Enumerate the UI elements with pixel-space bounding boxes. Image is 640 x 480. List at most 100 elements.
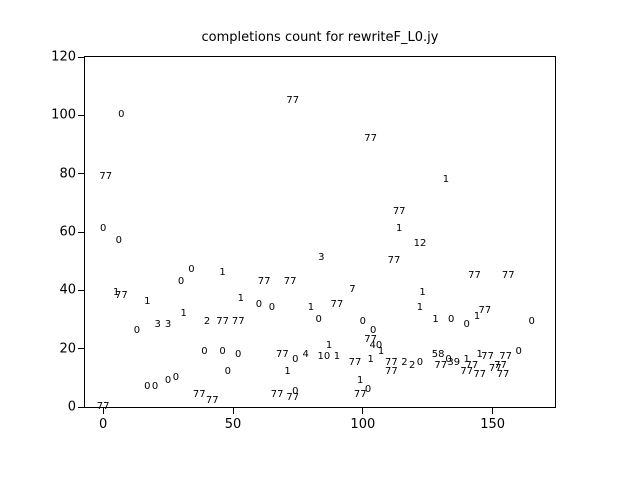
- data-point-label: 77: [270, 389, 284, 401]
- y-tick-label: 0: [67, 399, 76, 415]
- data-point-label: 77: [205, 395, 219, 407]
- data-point-label: 77: [385, 357, 398, 369]
- data-point-label: 2: [408, 360, 416, 372]
- y-tick-mark: [78, 231, 84, 233]
- y-tick-mark: [78, 56, 84, 58]
- data-point-label: 77: [275, 348, 289, 360]
- data-point-label: 77: [473, 368, 487, 380]
- data-point-label: 77: [385, 366, 398, 377]
- data-point-label: 0: [515, 345, 522, 357]
- data-point-label: 7: [349, 284, 356, 296]
- data-point-label: 1: [333, 351, 341, 363]
- y-tick-mark: [78, 348, 84, 350]
- data-point-label: 77: [478, 304, 492, 316]
- data-point-label: 77: [392, 205, 406, 217]
- data-point-label: 77: [468, 269, 481, 281]
- data-point-label: 77: [364, 132, 377, 144]
- y-tick-mark: [78, 173, 84, 175]
- data-point-label: 77: [465, 360, 479, 372]
- data-point-label: 3: [154, 319, 161, 331]
- data-point-label: 77: [481, 351, 494, 363]
- data-point-label: 0: [172, 371, 180, 383]
- data-point-label: 0: [445, 354, 452, 366]
- data-point-label: 0: [99, 223, 107, 235]
- data-point-label: 0: [188, 263, 195, 275]
- data-point-label: 0: [133, 325, 141, 337]
- data-point-label: 0: [219, 345, 226, 357]
- data-point-label: 77: [364, 333, 377, 345]
- data-point-label: 0: [177, 275, 185, 287]
- data-point-label: 0: [115, 234, 122, 246]
- data-point-label: 0: [416, 357, 424, 369]
- data-point-label: 1: [219, 266, 226, 278]
- data-point-label: 0: [292, 386, 299, 398]
- y-tick-mark: [78, 406, 84, 408]
- data-point-label: 10: [317, 351, 331, 363]
- data-point-label: 1: [357, 374, 364, 386]
- data-point-label: 0: [164, 374, 172, 386]
- data-point-label: 0: [370, 325, 377, 337]
- data-point-label: 0: [528, 316, 535, 328]
- y-tick-label: 120: [51, 49, 76, 65]
- data-point-label: 77: [283, 275, 297, 287]
- data-point-label: 1: [180, 307, 187, 319]
- y-tick-label: 100: [51, 107, 76, 123]
- data-point-label: 1: [307, 301, 315, 313]
- data-point-label: 0: [447, 313, 455, 325]
- x-tick-mark: [492, 408, 494, 414]
- data-point-label: 77: [257, 275, 271, 287]
- data-point-label: 1: [237, 293, 244, 305]
- data-point-label: 39: [447, 357, 461, 369]
- data-point-label: 77: [286, 392, 300, 404]
- data-point-label: 4: [302, 348, 309, 360]
- chart-title: completions count for rewriteF_L0.jy: [201, 30, 439, 45]
- data-point-label: 77: [353, 389, 367, 401]
- data-point-label: 77: [434, 360, 448, 372]
- data-point-label: 1: [325, 339, 333, 351]
- data-point-label: 77: [99, 170, 113, 182]
- data-point-label: 1: [442, 173, 450, 185]
- data-point-label: 0: [224, 366, 231, 377]
- data-point-label: 1: [144, 296, 151, 307]
- data-point-label: 0: [235, 348, 242, 360]
- data-point-label: 1: [476, 348, 483, 360]
- data-point-label: 58: [431, 348, 445, 360]
- data-point-label: 1: [432, 313, 439, 325]
- data-point-label: 3: [164, 319, 172, 331]
- data-point-label: 77: [348, 357, 362, 369]
- data-point-label: 2: [401, 357, 408, 369]
- data-point-label: 1: [377, 345, 385, 357]
- data-point-label: 0: [268, 301, 276, 313]
- data-point-label: 77: [494, 360, 507, 372]
- data-point-label: 1: [473, 310, 481, 322]
- data-point-label: 77: [231, 316, 245, 328]
- data-point-label: 0: [151, 380, 159, 392]
- data-point-label: 1: [367, 354, 374, 366]
- x-tick-label: 150: [480, 417, 506, 432]
- x-tick-label: 50: [224, 417, 242, 432]
- data-point-label: 0: [118, 109, 125, 121]
- y-tick-label: 20: [59, 341, 76, 357]
- data-point-label: 1: [416, 301, 424, 313]
- data-point-label: 77: [114, 290, 128, 302]
- x-tick-mark: [102, 408, 104, 414]
- y-tick-mark: [78, 289, 84, 291]
- data-point-label: 0: [201, 345, 208, 357]
- y-tick-label: 40: [59, 282, 76, 298]
- x-tick-label: 100: [350, 417, 376, 432]
- data-point-label: 77: [286, 94, 300, 106]
- data-point-label: 0: [292, 354, 299, 366]
- data-point-label: 77: [488, 363, 502, 375]
- data-point-label: 77: [330, 298, 344, 310]
- data-point-label: 0: [144, 380, 151, 392]
- data-point-label: 77: [496, 368, 510, 380]
- data-point-label: 77: [192, 389, 206, 401]
- data-point-label: 1: [112, 287, 120, 299]
- data-point-label: 1: [463, 354, 470, 366]
- data-point-label: 77: [499, 351, 513, 363]
- y-tick-label: 80: [59, 166, 76, 182]
- data-point-label: 2: [203, 316, 211, 328]
- data-point-label: 77: [501, 269, 515, 281]
- data-point-label: 3: [318, 252, 325, 264]
